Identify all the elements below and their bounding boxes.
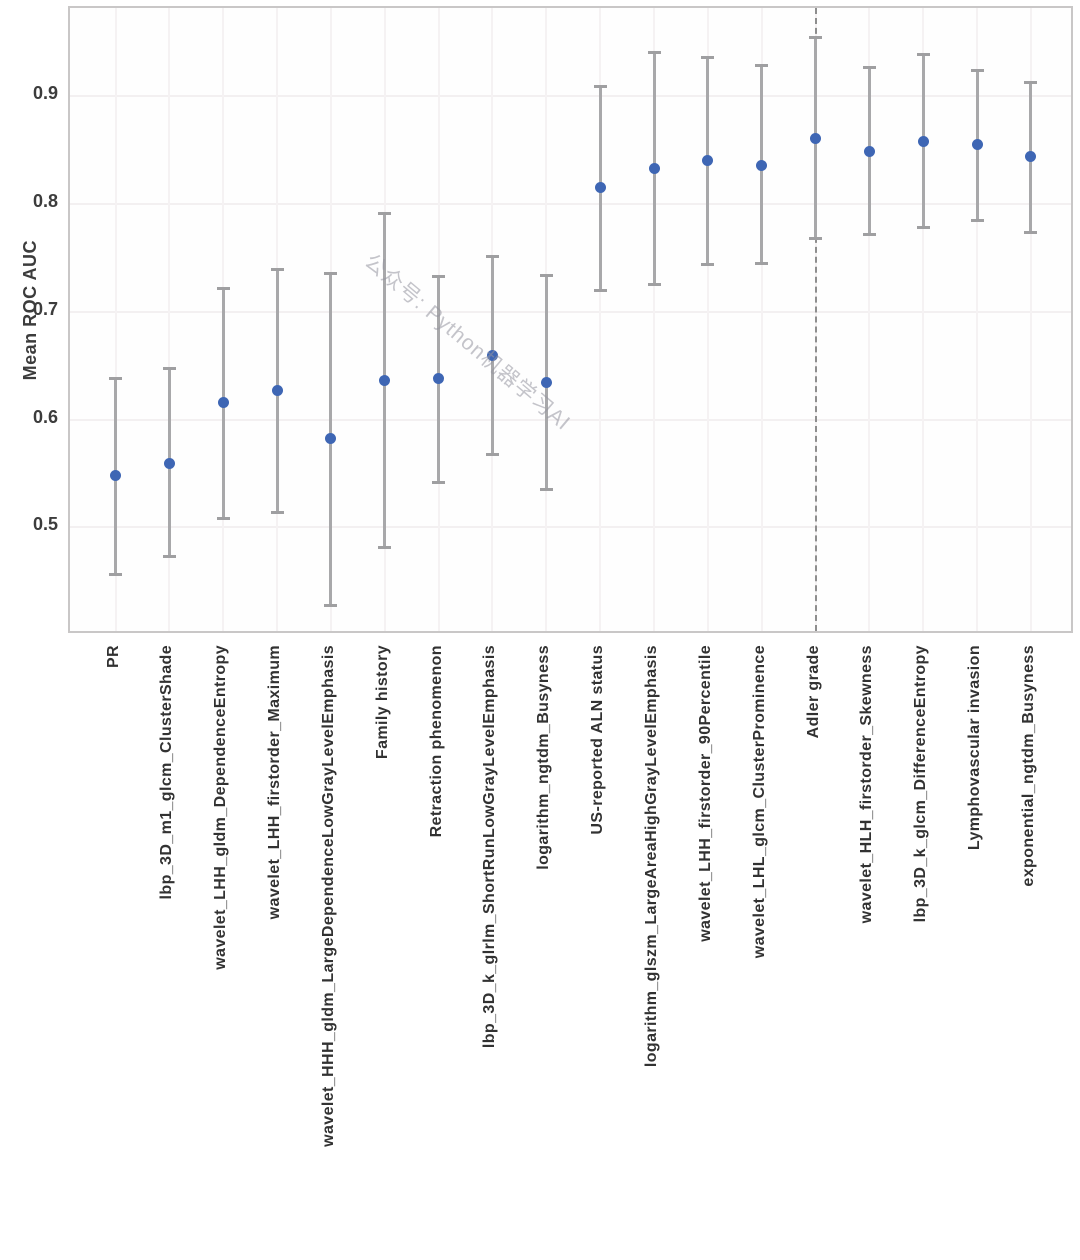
data-point (863, 145, 875, 157)
x-tick-label: Adler grade (804, 645, 822, 739)
data-point (648, 163, 660, 175)
error-bar-cap-bottom (647, 283, 661, 287)
x-tick-label: wavelet_LHL_glcm_ClusterProminence (750, 645, 768, 959)
y-tick-label: 0.8 (32, 191, 58, 212)
error-bar-cap-bottom (862, 232, 876, 236)
data-point (756, 159, 768, 171)
v-gridline (653, 8, 655, 631)
x-tick-label: Lymphovascular invasion (966, 645, 984, 851)
error-bar-cap-top (485, 255, 499, 259)
error-bar-cap-bottom (755, 261, 769, 265)
v-gridline (760, 8, 763, 631)
x-tick-label: Family history (373, 645, 391, 760)
x-tick-label: lbp_3D_k_glrlm_ShortRunLowGrayLevelEmpha… (481, 645, 499, 1049)
error-bar-cap-bottom (539, 488, 553, 492)
x-tick-label: wavelet_LHH_firstorder_Maximum (266, 645, 284, 920)
x-tick-label: logarithm_ngtdm_Busyness (535, 645, 553, 870)
error-bar-cap-top (862, 65, 876, 69)
error-bar-cap-bottom (701, 262, 715, 266)
error-bar-cap-top (916, 52, 930, 56)
error-bar-cap-bottom (916, 226, 930, 230)
data-point (433, 373, 445, 385)
x-tick-label: logarithm_glszm_LargeAreaHighGrayLevelEm… (643, 645, 660, 1068)
error-bar-cap-top (593, 85, 607, 89)
y-tick-label: 0.6 (32, 406, 58, 427)
error-bar-cap-top (701, 56, 715, 60)
data-point (379, 375, 391, 387)
data-point (110, 470, 121, 482)
v-gridline (706, 8, 709, 631)
y-tick-label: 0.7 (32, 298, 58, 319)
h-gridline (70, 95, 1071, 98)
error-bar-cap-top (162, 367, 176, 371)
error-bar-cap-top (216, 286, 230, 290)
h-gridline (70, 526, 1071, 529)
data-point (163, 458, 175, 470)
error-bar-cap-top (1024, 80, 1038, 84)
y-tick-label: 0.5 (32, 514, 58, 535)
error-bar-cap-bottom (162, 554, 176, 558)
data-point (594, 182, 606, 194)
data-point (917, 136, 929, 148)
error-bar-cap-top (432, 274, 446, 278)
error-bar-cap-top (809, 35, 823, 39)
data-point (271, 384, 283, 396)
error-bar-cap-bottom (378, 546, 392, 550)
error-bar-cap-top (324, 271, 338, 275)
error-bar-cap-top (539, 273, 553, 277)
v-gridline (922, 8, 925, 631)
error-bar-cap-top (270, 268, 284, 272)
plot-area: 公众号: Python机器学习AI (68, 6, 1073, 633)
error-bar-cap-top (647, 50, 661, 54)
error-bar-cap-top (970, 68, 984, 72)
x-tick-label: wavelet_HLH_firstorder_Skewness (858, 645, 876, 924)
data-point (810, 132, 822, 144)
v-gridline (168, 8, 171, 631)
error-bar-cap-bottom (1024, 230, 1038, 234)
v-gridline (1029, 8, 1032, 631)
error-bar-cap-bottom (109, 573, 122, 577)
error-bar-cap-bottom (432, 480, 446, 484)
error-bar-cap-bottom (216, 517, 230, 521)
x-tick-label: PR (104, 645, 122, 669)
data-point (325, 433, 337, 445)
x-tick-label: wavelet_LHH_gldm_DependenceEntropy (212, 645, 230, 970)
error-bar-cap-top (755, 63, 769, 67)
data-point (1025, 151, 1037, 163)
v-gridline (868, 8, 871, 631)
h-gridline (70, 310, 1071, 313)
data-point (486, 350, 498, 362)
error-bar-cap-bottom (485, 452, 499, 456)
v-gridline (599, 8, 602, 631)
h-gridline (70, 203, 1071, 206)
error-bar-cap-top (378, 212, 392, 216)
error-bar-cap-top (109, 377, 122, 381)
x-tick-label: exponential_ngtdm_Busyness (1019, 645, 1037, 887)
h-gridline (70, 418, 1071, 421)
error-bar-cap-bottom (270, 510, 284, 514)
data-point (971, 139, 983, 151)
data-point (217, 396, 229, 408)
reference-dashed-line (814, 8, 817, 631)
y-tick-label: 0.9 (32, 83, 58, 104)
x-tick-label: wavelet_HHH_gldm_LargeDependenceLowGrayL… (319, 645, 337, 1147)
data-point (702, 155, 714, 167)
x-tick-label: lbp_3D_k_glcm_DifferenceEntropy (912, 645, 930, 923)
v-gridline (114, 8, 117, 631)
error-bar-cap-bottom (324, 604, 338, 608)
x-tick-label: wavelet_LHH_firstorder_90Percentile (696, 645, 714, 942)
data-point (540, 377, 552, 389)
error-bar-cap-bottom (970, 218, 984, 222)
error-bar-cap-bottom (809, 237, 823, 241)
v-gridline (976, 8, 979, 631)
error-bar-cap-bottom (593, 288, 607, 292)
x-tick-label: Retraction phenomenon (427, 645, 445, 838)
x-tick-label: lbp_3D_m1_glcm_ClusterShade (158, 645, 176, 900)
x-tick-label: US-reported ALN status (589, 645, 607, 835)
